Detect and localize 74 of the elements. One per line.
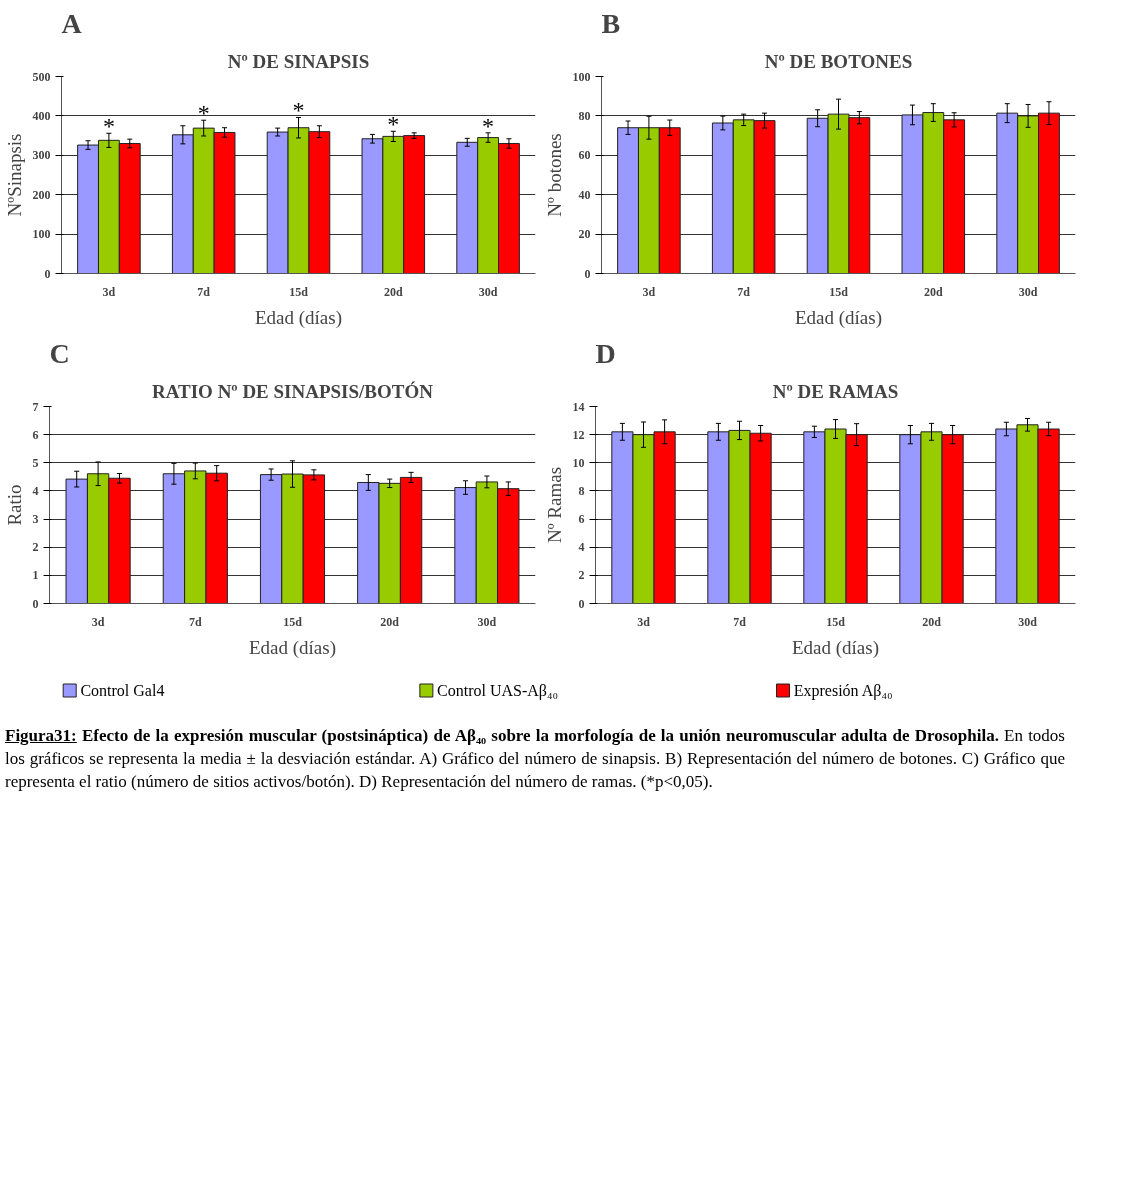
y-tick-label: 0 — [578, 596, 585, 611]
x-tick-label: 30d — [1018, 614, 1038, 629]
y-tick-label: 100 — [572, 69, 591, 84]
annotation: * — [292, 97, 305, 124]
x-axis-title: Edad (días) — [254, 306, 343, 329]
text: Figura31: — [5, 726, 77, 745]
y-tick-label: 1 — [32, 568, 39, 583]
y-tick-label: 0 — [584, 266, 591, 281]
x-tick-label: 20d — [922, 614, 942, 629]
x-axis-title: Edad (días) — [248, 636, 337, 659]
x-axis-title: Edad (días) — [794, 306, 883, 329]
text: Efecto de la expresión muscular (postsináptica) de Aβ₄₀ sobre la morfología de la unión neuromuscular adulta de Drosophila. — [81, 726, 999, 745]
y-tick-label: 14 — [572, 399, 585, 414]
y-axis-title: NºSinapsis — [3, 133, 25, 217]
legend-label: Control Gal4 — [80, 682, 165, 699]
x-axis-title: Edad (días) — [791, 636, 880, 659]
y-tick-label: 2 — [32, 540, 39, 555]
y-tick-label: 8 — [578, 483, 585, 498]
legend-label: Control UAS-Aβ₄₀ — [437, 682, 559, 700]
y-tick-label: 6 — [32, 427, 39, 442]
x-tick-label: 15d — [283, 614, 303, 629]
x-tick-label: 20d — [380, 614, 400, 629]
y-tick-label: 3 — [32, 512, 39, 527]
y-tick-label: 400 — [32, 108, 51, 123]
x-tick-label: 7d — [733, 614, 747, 629]
y-tick-label: 300 — [32, 148, 51, 163]
x-tick-label: 30d — [1018, 284, 1038, 299]
y-tick-label: 0 — [32, 596, 39, 611]
chart-title: Nº DE SINAPSIS — [227, 50, 370, 72]
x-tick-label: 3d — [637, 614, 651, 629]
x-tick-label: 3d — [642, 284, 656, 299]
y-tick-label: 20 — [578, 227, 591, 242]
x-tick-label: 7d — [197, 284, 211, 299]
x-tick-label: 15d — [829, 284, 849, 299]
x-tick-label: 20d — [923, 284, 943, 299]
y-tick-label: 7 — [32, 399, 39, 414]
chart-title: Nº DE BOTONES — [764, 50, 913, 72]
x-tick-label: 20d — [383, 284, 403, 299]
annotation: * — [102, 113, 115, 140]
text: C — [49, 337, 70, 369]
y-tick-label: 0 — [44, 266, 51, 281]
y-axis-title: Nº botones — [543, 133, 565, 217]
y-tick-label: 6 — [578, 512, 585, 527]
y-tick-label: 80 — [578, 108, 591, 123]
x-tick-label: 7d — [188, 614, 202, 629]
x-tick-label: 15d — [826, 614, 846, 629]
annotation: * — [482, 112, 495, 139]
y-tick-label: 4 — [32, 483, 39, 498]
y-tick-label: 60 — [578, 148, 591, 163]
y-tick-label: 5 — [32, 455, 39, 470]
y-tick-label: 500 — [32, 69, 51, 84]
y-tick-label: 40 — [578, 187, 591, 202]
x-tick-label: 30d — [477, 614, 497, 629]
y-tick-label: 4 — [578, 540, 585, 555]
text: A — [61, 7, 83, 39]
chart-title: RATIO Nº DE SINAPSIS/BOTÓN — [152, 380, 434, 402]
x-tick-label: 3d — [102, 284, 116, 299]
y-tick-label: 12 — [572, 427, 585, 442]
y-tick-label: 100 — [32, 227, 51, 242]
annotation: * — [387, 111, 400, 138]
y-tick-label: 2 — [578, 568, 585, 583]
y-tick-label: 200 — [32, 187, 51, 202]
x-tick-label: 7d — [737, 284, 751, 299]
text: B — [601, 7, 621, 39]
y-axis-title: Ratio — [3, 484, 25, 526]
x-tick-label: 15d — [289, 284, 309, 299]
x-tick-label: 30d — [478, 284, 498, 299]
x-tick-label: 3d — [91, 614, 105, 629]
annotation: * — [197, 100, 210, 127]
y-axis-title: Nº Ramas — [543, 466, 565, 544]
legend-label: Expresión Aβ₄₀ — [793, 682, 893, 700]
chart-title: Nº DE RAMAS — [772, 380, 899, 402]
y-tick-label: 10 — [572, 455, 585, 470]
text: D — [595, 337, 616, 369]
